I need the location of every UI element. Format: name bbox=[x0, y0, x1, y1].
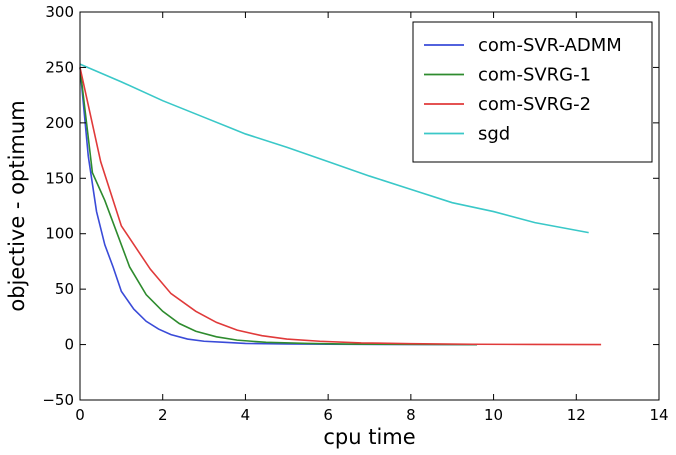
legend-label-com-svrg-2: com-SVRG-2 bbox=[478, 94, 591, 115]
y-tick-label: 100 bbox=[45, 225, 74, 243]
x-tick-label: 10 bbox=[484, 406, 503, 424]
y-tick-label: 250 bbox=[45, 58, 74, 76]
x-axis-title: cpu time bbox=[323, 425, 415, 449]
legend-label-com-svrg-1: com-SVRG-1 bbox=[478, 65, 591, 86]
y-tick-label: −50 bbox=[42, 391, 74, 409]
y-tick-label: 50 bbox=[55, 280, 74, 298]
x-tick-label: 0 bbox=[75, 406, 85, 424]
legend: com-SVR-ADMM com-SVRG-1 com-SVRG-2 sgd bbox=[412, 21, 653, 163]
y-tick-label: 0 bbox=[64, 336, 74, 354]
y-tick-label: 300 bbox=[45, 3, 74, 21]
x-tick-label: 2 bbox=[158, 406, 168, 424]
x-tick-label: 6 bbox=[323, 406, 333, 424]
plot-frame bbox=[79, 11, 660, 401]
legend-label-com-svr-admm: com-SVR-ADMM bbox=[478, 35, 622, 56]
x-tick-label: 14 bbox=[649, 406, 668, 424]
legend-label-sgd: sgd bbox=[478, 124, 510, 145]
x-tick-label: 4 bbox=[241, 406, 251, 424]
series-line-com-svrg-2 bbox=[79, 67, 602, 346]
x-tick-label: 8 bbox=[406, 406, 416, 424]
series-line-sgd bbox=[79, 63, 589, 234]
y-tick-label: 200 bbox=[45, 114, 74, 132]
series-line-com-svrg-1 bbox=[79, 67, 478, 346]
series-layer bbox=[79, 63, 602, 346]
y-axis-title: objective - optimum bbox=[5, 100, 29, 311]
y-tick-label: 150 bbox=[45, 169, 74, 187]
x-tick-label: 12 bbox=[567, 406, 586, 424]
series-line-com-svr-admm bbox=[79, 67, 478, 346]
